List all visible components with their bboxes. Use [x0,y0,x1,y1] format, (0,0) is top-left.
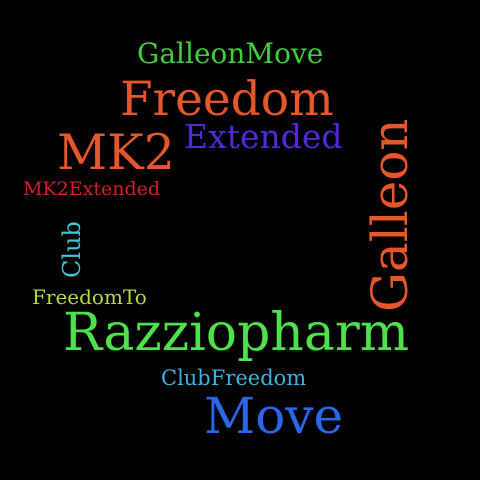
word-razziopharm: Razziopharm [63,303,410,363]
word-clubfreedom: ClubFreedom [161,366,307,390]
word-freedom: Freedom [120,72,334,127]
word-club: Club [58,221,86,278]
word-freedomto: FreedomTo [32,285,147,309]
word-move: Move [204,387,344,445]
word-extended: Extended [184,117,343,156]
word-galleon: Galleon [361,118,419,312]
word-mk2extended: MK2Extended [23,178,161,200]
word-galleonmove: GalleonMove [137,37,324,70]
word-mk2: MK2 [57,124,175,181]
